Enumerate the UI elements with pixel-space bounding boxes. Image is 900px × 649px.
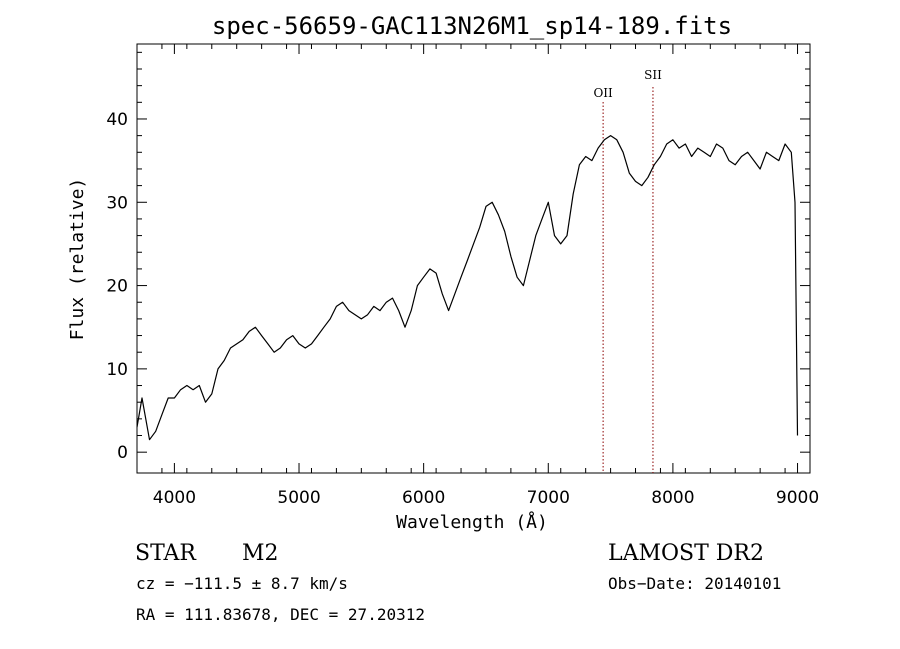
x-tick-label: 6000 bbox=[402, 488, 445, 508]
y-tick-label: 20 bbox=[106, 277, 128, 297]
spectrum-series bbox=[136, 135, 799, 441]
y-tick-label: 30 bbox=[106, 193, 128, 213]
chart-title: spec-56659-GAC113N26M1_sp14-189.fits bbox=[212, 12, 732, 40]
survey-name: LAMOST DR2 bbox=[608, 541, 764, 566]
x-tick-label: 4000 bbox=[153, 488, 196, 508]
subclass: M2 bbox=[242, 541, 279, 566]
line-marker-label: OII bbox=[593, 86, 613, 100]
y-axis-label: Flux (relative) bbox=[67, 178, 88, 341]
x-tick-label: 5000 bbox=[277, 488, 320, 508]
y-tick-label: 0 bbox=[117, 443, 128, 463]
line-marker-label: SII bbox=[644, 68, 662, 82]
object-class: STAR bbox=[135, 541, 197, 566]
spectrum-line bbox=[136, 135, 799, 441]
line-markers: OII SII bbox=[593, 68, 662, 473]
y-tick-label: 40 bbox=[106, 110, 128, 130]
plot-frame bbox=[136, 43, 811, 474]
x-axis: 4000 5000 6000 7000 8000 9000 bbox=[136, 44, 819, 508]
x-axis-label: Wavelength (Å) bbox=[396, 511, 548, 533]
x-tick-label: 7000 bbox=[527, 488, 570, 508]
y-axis: 0 10 20 30 40 bbox=[106, 51, 810, 463]
redshift-velocity: cz = −111.5 ± 8.7 km/s bbox=[136, 574, 348, 593]
coordinates: RA = 111.83678, DEC = 27.20312 bbox=[136, 605, 425, 624]
observation-date: Obs−Date: 20140101 bbox=[608, 574, 781, 593]
x-tick-label: 9000 bbox=[776, 488, 819, 508]
x-tick-label: 8000 bbox=[651, 488, 694, 508]
y-tick-label: 10 bbox=[106, 360, 128, 380]
